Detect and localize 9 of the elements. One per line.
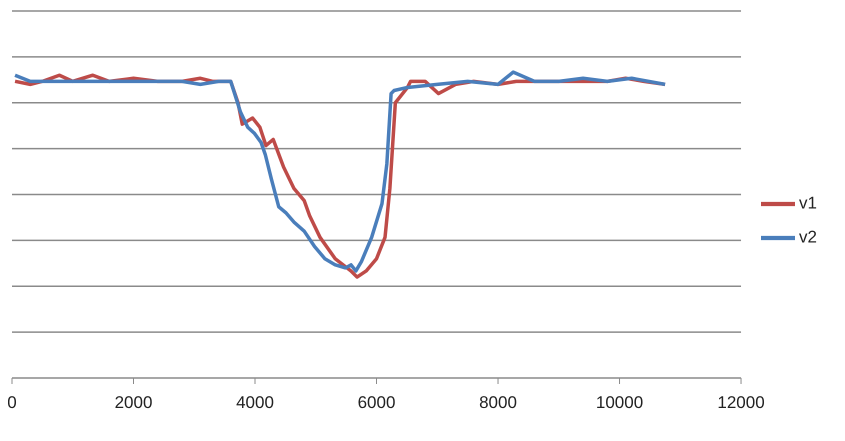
x-tick-label: 12000: [717, 393, 765, 412]
x-tick-label: 8000: [479, 393, 517, 412]
x-tick-label: 2000: [114, 393, 152, 412]
legend-label: v2: [799, 226, 817, 246]
x-tick-label: 4000: [236, 393, 274, 412]
legend-label: v1: [799, 192, 817, 212]
x-tick-label: 0: [7, 393, 17, 412]
x-tick-label: 6000: [358, 393, 396, 412]
x-tick-label: 10000: [596, 393, 644, 412]
